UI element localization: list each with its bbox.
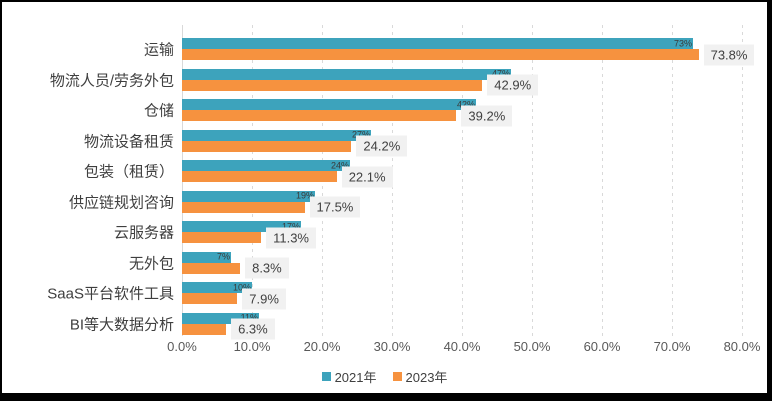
category-label: 云服务器 [113, 224, 174, 242]
bar-label-2021: 17% [281, 221, 300, 231]
category-label: 物流设备租赁 [83, 133, 174, 150]
bar-label-2021: 73% [673, 38, 692, 48]
bar-chart: 运输物流人员/劳务外包仓储物流设备租赁 包装（租赁） 供应链规划咨询云服务器无外包 S… [2, 2, 767, 393]
bar-2021: 10% [182, 282, 252, 293]
bar-label-2023: 8.3% [245, 257, 289, 279]
bar-2023: 7.9% [182, 288, 286, 309]
bar-2023: 24.2% [182, 135, 408, 157]
bar-label-2023: 42.9% [487, 74, 539, 96]
bar-label-2023: 73.8% [703, 44, 755, 65]
x-tick-label: 80.0% [723, 339, 761, 354]
plot-area: 73% 73.8% 47% 42.9% 42% 39.2% 27% 24.2% 24% 22.1%… [182, 25, 755, 340]
x-tick-label: 30.0% [373, 339, 411, 354]
category-label: BI等大数据分析 [69, 316, 174, 333]
bar-2023: 39.2% [182, 105, 513, 126]
x-tick-label: 10.0% [233, 339, 271, 354]
category-label: 无外包 [128, 255, 174, 272]
bar-label-2023: 22.1% [341, 166, 393, 187]
gridline [742, 25, 743, 336]
bar-label-2021: 27% [351, 129, 370, 140]
bar-2021: 19% [182, 190, 315, 202]
x-tick-label: 0.0% [167, 339, 197, 354]
legend-swatch-2023 [392, 372, 402, 381]
bar-2021: 27% [182, 129, 371, 141]
bar-label-2023: 17.5% [309, 196, 361, 218]
x-tick-label: 40.0% [443, 339, 481, 354]
gridline [532, 25, 533, 336]
legend-label: 2021年 [334, 370, 377, 385]
bar-2023: 22.1% [182, 166, 393, 187]
bar-2021: 7% [182, 251, 231, 263]
category-label: 供应链规划咨询 [68, 194, 174, 211]
legend-swatch-2021 [321, 372, 331, 381]
category-label: 仓储 [143, 102, 174, 120]
bar-2023: 8.3% [182, 257, 289, 279]
bar-label-2021: 11% [240, 312, 258, 323]
x-tick-label: 70.0% [653, 339, 691, 354]
bar-2023: 73.8% [182, 44, 755, 65]
bar-label-2021: 19% [295, 190, 314, 201]
bar-2021: 24% [182, 160, 350, 171]
bar-2021: 47% [182, 68, 511, 80]
bar-label-2021: 42% [456, 99, 475, 109]
bar-2021: 17% [182, 221, 301, 232]
category-label: 运输 [143, 41, 174, 59]
category-label: 物流人员/劳务外包 [49, 72, 174, 89]
bar-label-2023: 39.2% [461, 105, 513, 126]
gridline [462, 25, 463, 336]
bar-label-2021: 47% [491, 68, 510, 79]
legend-label: 2023年 [405, 370, 448, 385]
bar-label-2023: 11.3% [266, 227, 316, 248]
x-tick-label: 60.0% [583, 339, 621, 354]
category-label: SaaS平台软件工具 [47, 285, 174, 303]
category-labels: 运输物流人员/劳务外包仓储物流设备租赁 包装（租赁） 供应链规划咨询云服务器无外包 S… [2, 2, 174, 342]
gridline [602, 25, 603, 336]
bar-label-2023: 6.3% [231, 318, 275, 340]
x-tick-label: 50.0% [513, 339, 551, 354]
category-label: 包装（租赁） [83, 163, 174, 181]
x-axis: 0.0% 10.0% 20.0% 30.0% 40.0% 50.0% 60.0% 70.0% 8… [167, 339, 760, 357]
bar-2021: 42% [182, 99, 476, 110]
bar-2023: 6.3% [182, 318, 275, 340]
legend-item-2021年: 2021年 [321, 367, 377, 386]
legend-item-2023年: 2023年 [392, 367, 448, 386]
bar-2023: 42.9% [182, 74, 539, 96]
bar-label-2021: 24% [330, 160, 349, 170]
gridline [672, 25, 673, 336]
bar-label-2021: 7% [216, 251, 230, 262]
bar-2023: 17.5% [182, 196, 361, 218]
legend: 2021年 2023年 [2, 367, 767, 386]
x-tick-label: 20.0% [303, 339, 341, 354]
bar-label-2023: 7.9% [242, 288, 286, 309]
bar-label-2021: 10% [232, 282, 251, 292]
bar-label-2023: 24.2% [356, 135, 408, 157]
bar-2021: 11% [182, 312, 259, 324]
bar-2021: 73% [182, 38, 693, 49]
bar-2023: 11.3% [182, 227, 316, 248]
